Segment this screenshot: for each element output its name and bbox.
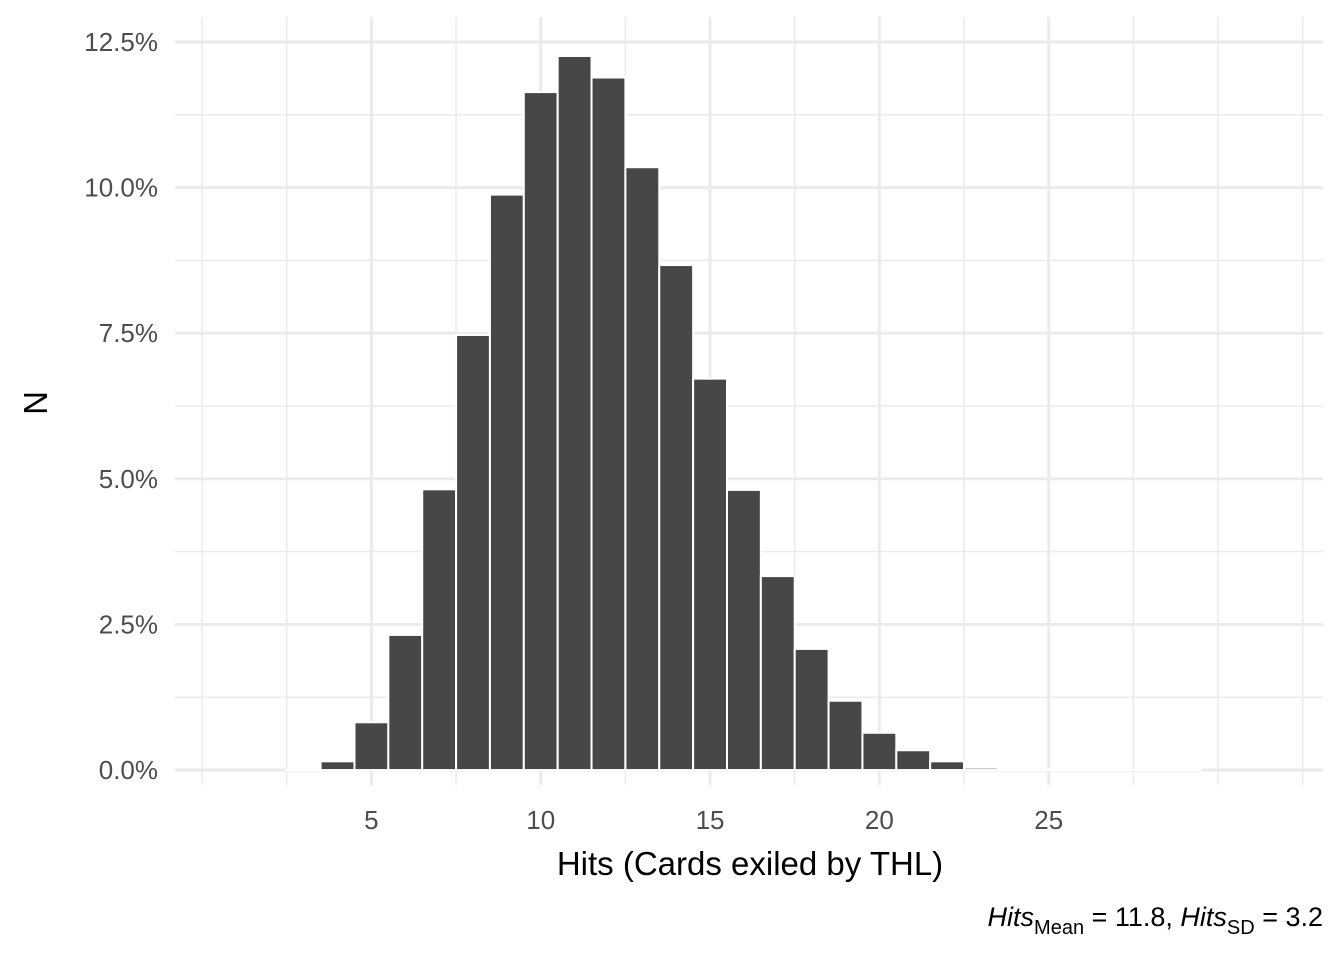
bars — [285, 54, 1203, 772]
histogram-bar — [996, 768, 1033, 772]
histogram-bar — [963, 766, 999, 772]
histogram-bar — [861, 731, 898, 772]
histogram-bar — [827, 699, 864, 772]
y-tick-label: 10.0% — [84, 173, 158, 203]
histogram-bar — [692, 377, 728, 772]
caption-sd-value: = 3.2 — [1255, 902, 1323, 932]
histogram-bar — [319, 760, 356, 772]
x-tick-label: 5 — [364, 805, 378, 835]
y-tick-label: 0.0% — [99, 755, 158, 785]
y-axis-title: N — [17, 391, 54, 415]
histogram-bar — [421, 488, 458, 772]
histogram-bar — [1030, 768, 1067, 772]
histogram-bar — [1132, 768, 1169, 772]
histogram-bar — [590, 76, 627, 772]
x-tick-label: 25 — [1034, 805, 1063, 835]
histogram-bar — [895, 749, 932, 772]
histogram-bar — [1064, 768, 1101, 772]
histogram-bar — [793, 647, 830, 772]
histogram-bar — [1166, 768, 1203, 772]
x-tick-label: 10 — [526, 805, 555, 835]
caption-mean-value: = 11.8, — [1084, 902, 1180, 932]
y-axis-ticks: 0.0% 2.5% 5.0% 7.5% 10.0% 12.5% — [84, 27, 158, 785]
x-tick-label: 15 — [696, 805, 725, 835]
y-tick-label: 7.5% — [99, 318, 158, 348]
y-tick-label: 2.5% — [99, 609, 158, 639]
histogram-bar — [929, 760, 966, 772]
histogram-bar — [353, 721, 390, 772]
histogram-bar — [522, 91, 559, 772]
histogram-bar — [759, 575, 796, 772]
histogram-bar — [1098, 768, 1135, 772]
histogram-bar — [556, 54, 593, 772]
caption-hits-sd: Hits — [1180, 902, 1227, 932]
caption: HitsMean = 11.8, HitsSD = 3.2 — [988, 902, 1323, 939]
caption-sub-mean: Mean — [1034, 917, 1084, 939]
x-tick-label: 20 — [865, 805, 894, 835]
caption-sub-sd: SD — [1227, 917, 1255, 939]
x-axis-ticks: 5 10 15 20 25 — [364, 805, 1063, 835]
histogram-bar — [658, 264, 695, 772]
histogram-bar — [488, 193, 525, 772]
x-axis-title: Hits (Cards exiled by THL) — [557, 845, 943, 882]
histogram-bar — [624, 166, 661, 772]
histogram-bar — [455, 333, 491, 772]
y-tick-label: 12.5% — [84, 27, 158, 57]
histogram-bar — [725, 488, 762, 772]
caption-hits-mean: Hits — [988, 902, 1035, 932]
y-tick-label: 5.0% — [99, 464, 158, 494]
histogram-bar — [285, 768, 322, 772]
histogram-bar — [387, 633, 424, 772]
